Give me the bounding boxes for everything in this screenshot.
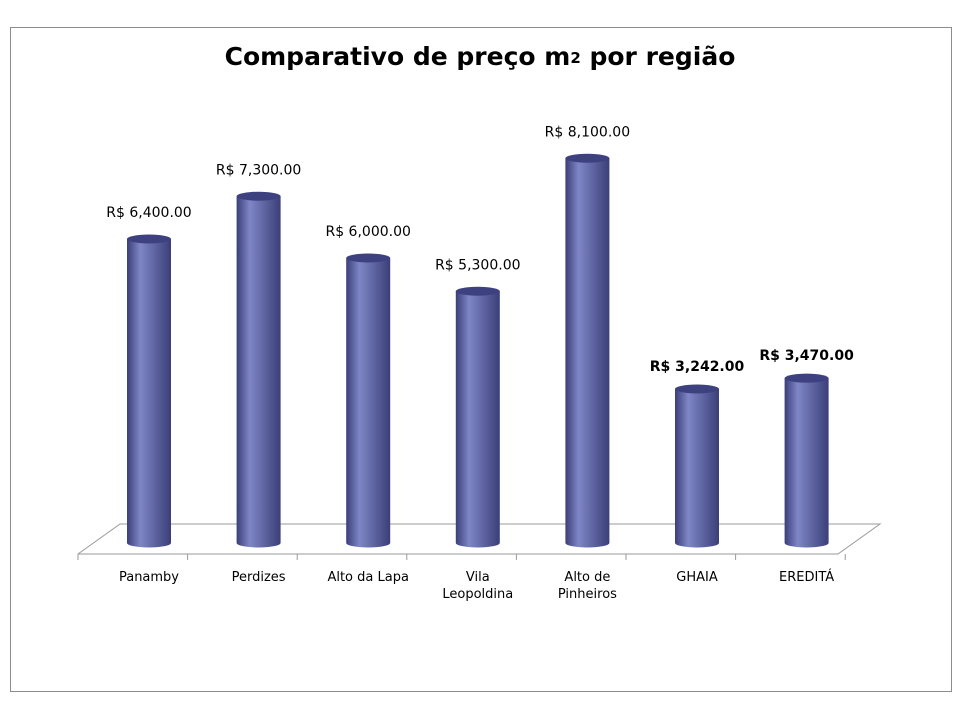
category-label: Alto da Lapa bbox=[327, 570, 408, 585]
chart-floor bbox=[77, 523, 882, 560]
category-label: Leopoldina bbox=[442, 587, 513, 602]
data-label: R$ 5,300.00 bbox=[435, 257, 520, 273]
data-label: R$ 8,100.00 bbox=[545, 124, 630, 140]
category-label: Panamby bbox=[119, 570, 179, 585]
floor-plane bbox=[77, 523, 882, 555]
bar-body bbox=[127, 239, 171, 548]
bar-body bbox=[346, 258, 391, 548]
bar-top bbox=[565, 153, 610, 163]
bar bbox=[784, 373, 829, 548]
bar-top bbox=[127, 234, 171, 244]
category-label: Alto de bbox=[564, 570, 610, 585]
bar-body bbox=[455, 291, 500, 548]
data-label: R$ 3,470.00 bbox=[759, 348, 854, 364]
data-label: R$ 6,000.00 bbox=[325, 224, 410, 240]
category-label: Perdizes bbox=[232, 570, 286, 585]
bar-top bbox=[455, 286, 500, 296]
chart-title: Comparativo de preço m2 por região bbox=[225, 42, 736, 71]
bar-top bbox=[784, 373, 829, 383]
bar-top bbox=[236, 191, 281, 201]
bar-series bbox=[127, 153, 829, 548]
category-label: EREDITÁ bbox=[779, 569, 834, 585]
category-label: GHAIA bbox=[676, 570, 718, 585]
bar-body bbox=[675, 389, 719, 548]
bar-body bbox=[236, 196, 281, 548]
data-label: R$ 7,300.00 bbox=[216, 162, 301, 178]
bar bbox=[127, 234, 171, 548]
bar-body bbox=[784, 378, 829, 548]
category-labels: Panamby Perdizes Alto da Lapa Vila Leopoldin… bbox=[119, 569, 834, 602]
data-label: R$ 3,242.00 bbox=[650, 359, 745, 375]
chart-title-superscript: 2 bbox=[570, 49, 580, 67]
bar-top bbox=[346, 253, 391, 263]
category-label: Pinheiros bbox=[558, 587, 617, 602]
bar bbox=[565, 153, 610, 548]
bar bbox=[675, 384, 719, 548]
category-label: Vila bbox=[466, 570, 490, 585]
bar bbox=[236, 191, 281, 548]
data-labels: R$ 6,400.00 R$ 7,300.00 R$ 6,000.00 R$ 5,30… bbox=[106, 124, 854, 375]
bar bbox=[455, 286, 500, 548]
bar-top bbox=[675, 384, 719, 394]
bar bbox=[346, 253, 391, 548]
bar-body bbox=[565, 158, 610, 548]
data-label: R$ 6,400.00 bbox=[106, 205, 191, 221]
